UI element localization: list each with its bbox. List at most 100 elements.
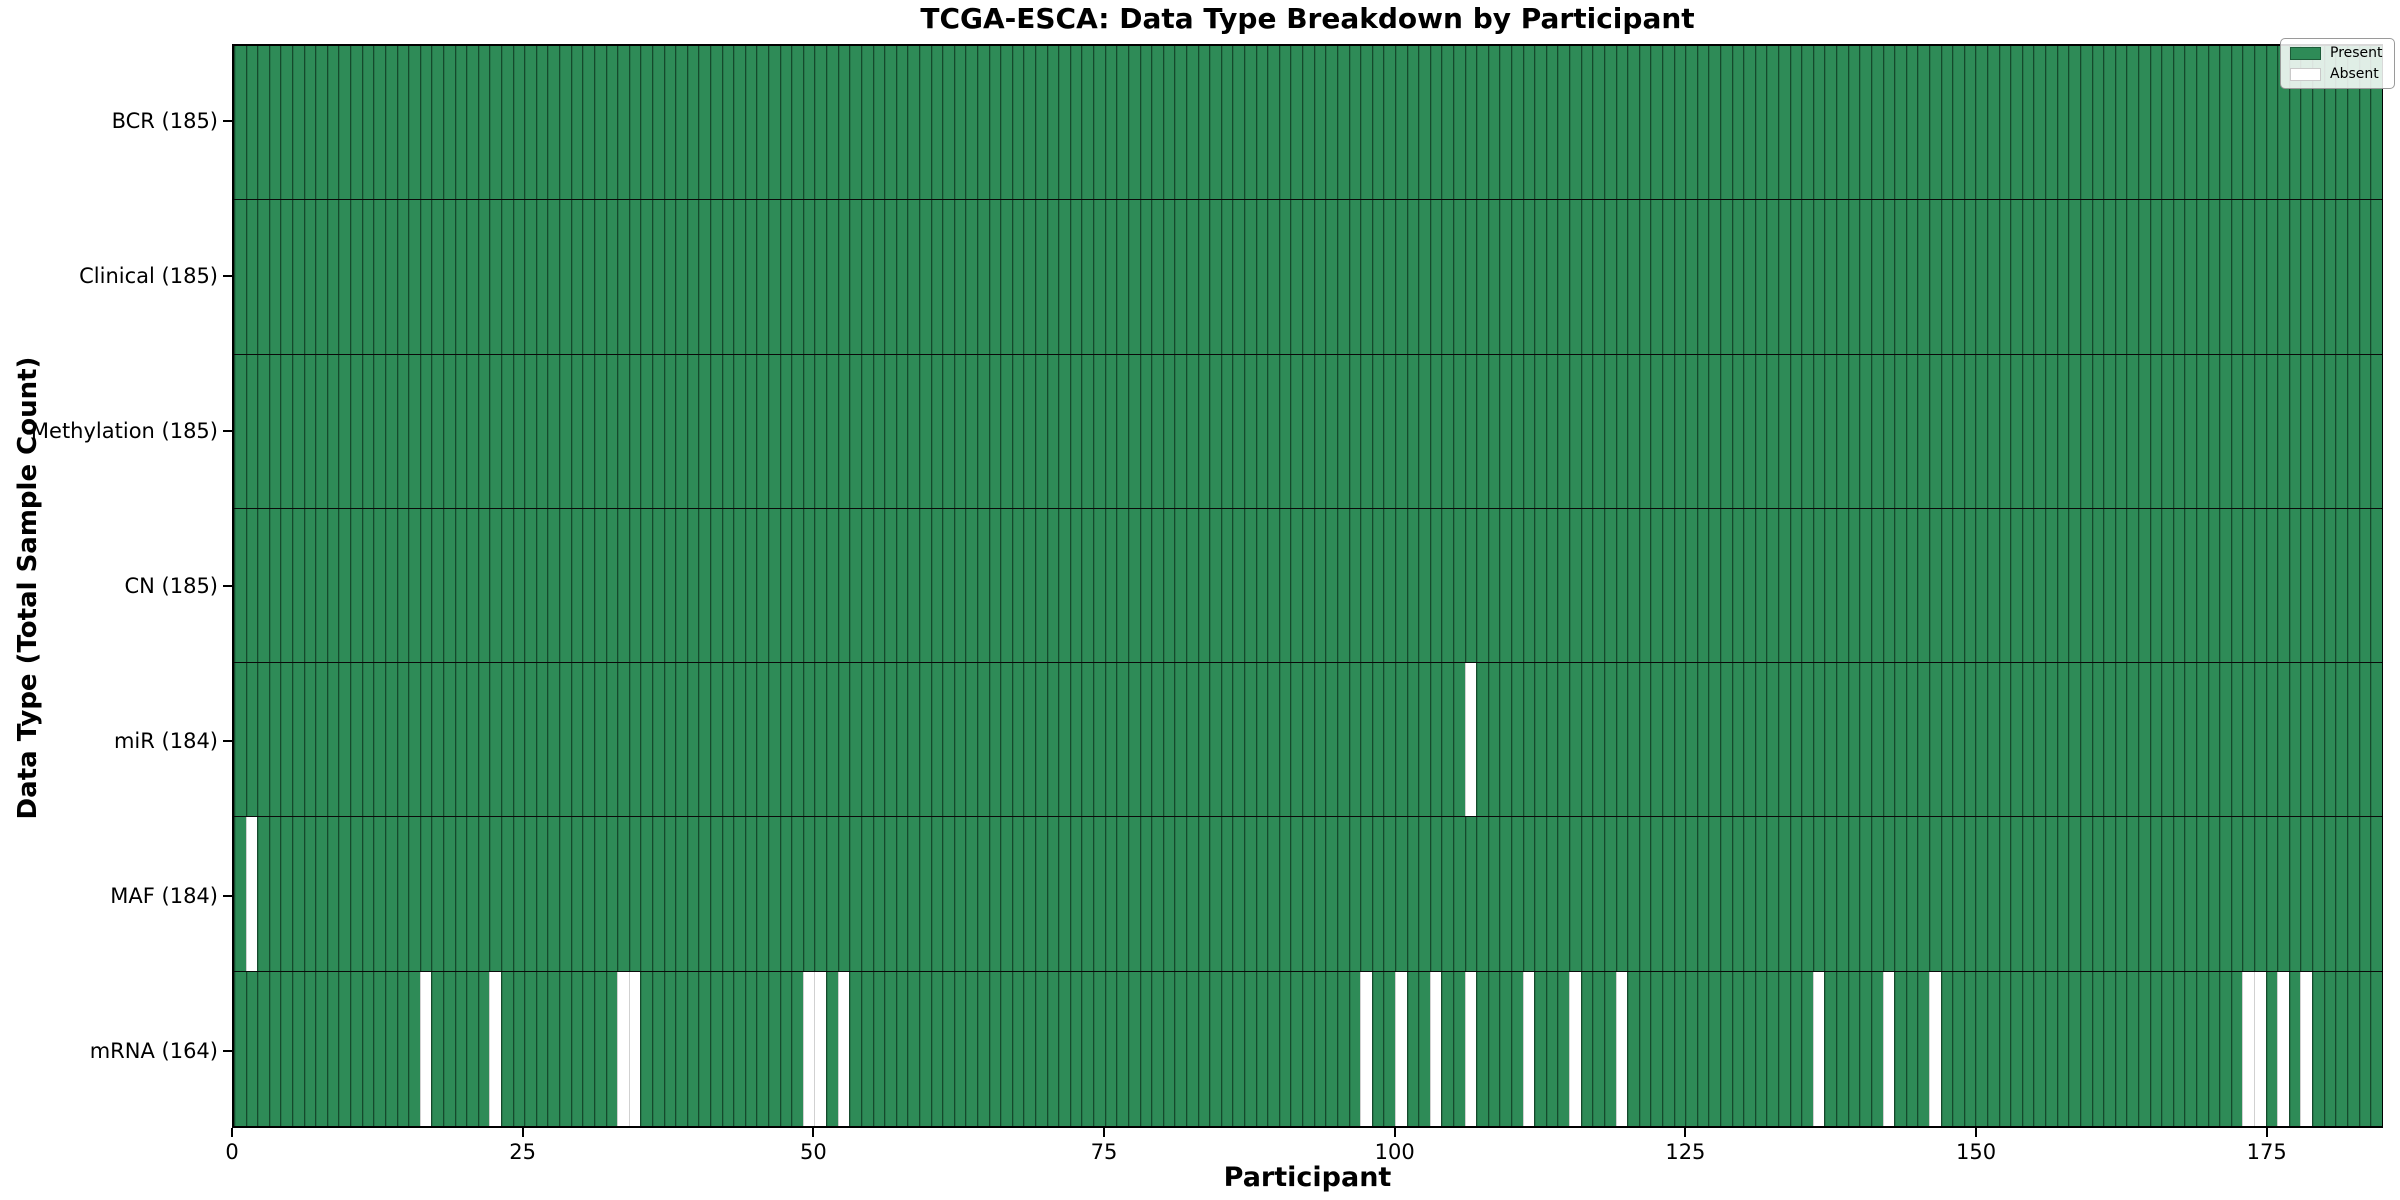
matrix-cell-present (524, 663, 536, 817)
matrix-cell-present (1650, 817, 1662, 971)
matrix-cell-present (1069, 817, 1082, 971)
matrix-cell-present (884, 508, 896, 663)
matrix-cell-present (1870, 508, 1883, 663)
matrix-cell-present (1313, 508, 1326, 663)
matrix-cell-present (895, 46, 908, 200)
matrix-cell-present (733, 663, 745, 817)
matrix-cell-present (1255, 200, 1268, 354)
matrix-cell-present (1011, 200, 1024, 354)
matrix-cell-present (396, 354, 409, 508)
matrix-cell-present (1487, 46, 1500, 200)
matrix-cell-present (1418, 971, 1430, 1126)
matrix-cell-present (1116, 354, 1128, 508)
matrix-cell-present (756, 46, 769, 200)
matrix-cell-present (930, 354, 943, 508)
matrix-cell-present (1824, 817, 1837, 971)
matrix-cell-present (1499, 508, 1512, 663)
matrix-cell-present (907, 508, 919, 663)
matrix-cell-present (663, 200, 676, 354)
matrix-cell-present (1998, 46, 2011, 200)
matrix-cell-present (477, 46, 490, 200)
matrix-cell-present (1963, 817, 1976, 971)
matrix-cell-present (2184, 817, 2196, 971)
matrix-cell-present (454, 817, 467, 971)
matrix-cell-present (837, 817, 850, 971)
matrix-cell-present (1870, 46, 1883, 200)
matrix-cell-present (826, 46, 838, 200)
matrix-cell-present (384, 663, 397, 817)
matrix-cell-present (918, 817, 931, 971)
matrix-cell-present (245, 200, 258, 354)
matrix-cell-present (2230, 663, 2243, 817)
matrix-cell-present (2358, 46, 2371, 200)
matrix-cell-present (1975, 508, 1988, 663)
matrix-cell-present (2056, 46, 2069, 200)
matrix-cell-present (1569, 817, 1581, 971)
matrix-cell-present (1720, 817, 1732, 971)
matrix-cell-present (431, 663, 443, 817)
matrix-cell-present (1696, 508, 1709, 663)
matrix-cell-present (315, 508, 327, 663)
matrix-cell-present (303, 354, 316, 508)
matrix-cell-present (384, 46, 397, 200)
matrix-cell-present (1685, 663, 1697, 817)
matrix-cell-present (1673, 508, 1686, 663)
matrix-cell-present (1998, 971, 2011, 1126)
matrix-cell-present (1232, 971, 1245, 1126)
matrix-cell-present (686, 46, 699, 200)
matrix-cell-present (1987, 200, 1999, 354)
matrix-cell-present (315, 200, 327, 354)
matrix-cell-present (1650, 971, 1662, 1126)
matrix-cell-present (1928, 46, 1941, 200)
matrix-cell-present (2230, 508, 2243, 663)
matrix-cell-present (709, 200, 722, 354)
matrix-cell-present (315, 46, 327, 200)
matrix-cell-present (756, 200, 769, 354)
matrix-cell-present (1859, 46, 1871, 200)
matrix-cell-present (663, 663, 676, 817)
matrix-cell-present (826, 200, 838, 354)
matrix-cell-present (1569, 46, 1581, 200)
matrix-cell-present (1035, 971, 1047, 1126)
matrix-cell-present (2079, 663, 2092, 817)
matrix-cell-present (524, 46, 536, 200)
matrix-cell-present (918, 508, 931, 663)
matrix-cell-present (1778, 971, 1790, 1126)
matrix-cell-present (965, 817, 977, 971)
matrix-cell-present (1278, 817, 1291, 971)
matrix-cell-present (721, 663, 734, 817)
matrix-cell-present (2161, 200, 2173, 354)
matrix-cell-present (860, 46, 873, 200)
matrix-cell-present (1267, 354, 1279, 508)
matrix-cell-present (1859, 508, 1871, 663)
matrix-cell-present (2346, 200, 2359, 354)
matrix-cell-absent (1812, 971, 1825, 1126)
matrix-cell-present (1731, 817, 1744, 971)
matrix-cell-present (1220, 663, 1233, 817)
matrix-cell-present (1209, 971, 1221, 1126)
matrix-cell-present (675, 817, 687, 971)
matrix-cell-present (826, 971, 838, 1126)
matrix-cell-present (1522, 200, 1535, 354)
matrix-cell-present (2114, 46, 2127, 200)
matrix-cell-present (593, 971, 606, 1126)
matrix-cell-present (1116, 200, 1128, 354)
matrix-cell-present (1127, 817, 1140, 971)
matrix-cell-present (1255, 508, 1268, 663)
matrix-cell-present (1987, 46, 1999, 200)
matrix-cell-present (1313, 354, 1326, 508)
matrix-cell-present (234, 46, 246, 200)
matrix-cell-present (1696, 354, 1709, 508)
matrix-cell-present (1952, 817, 1964, 971)
matrix-cell-present (234, 817, 246, 971)
matrix-cell-present (524, 508, 536, 663)
matrix-cell-present (1766, 663, 1779, 817)
matrix-cell-present (559, 817, 571, 971)
matrix-cell-present (1452, 200, 1465, 354)
matrix-cell-present (535, 46, 548, 200)
matrix-cell-present (1650, 663, 1662, 817)
matrix-cell-present (1371, 200, 1384, 354)
matrix-cell-present (1139, 354, 1152, 508)
matrix-cell-present (1348, 46, 1361, 200)
matrix-cell-present (1035, 817, 1047, 971)
